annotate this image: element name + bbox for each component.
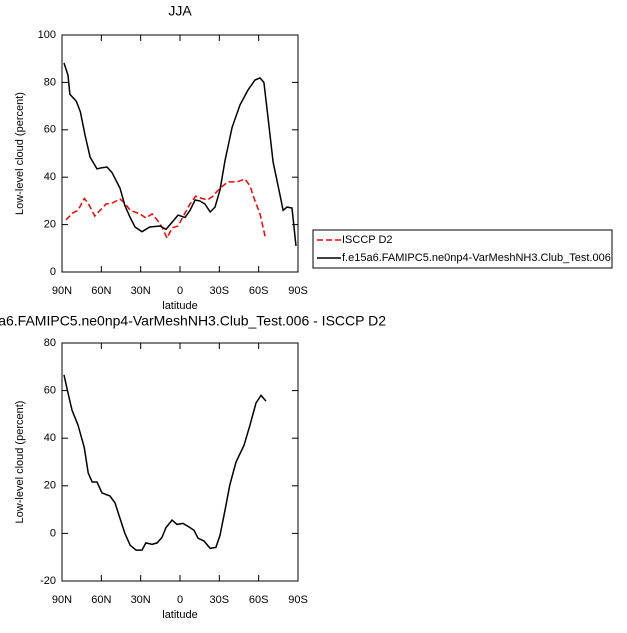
y-tick-label: 80 — [44, 76, 56, 88]
y-tick-label: 100 — [38, 29, 56, 41]
chart-title: a6.FAMIPC5.ne0np4-VarMeshNH3.Club_Test.0… — [0, 313, 386, 329]
x-tick-label: 30N — [131, 594, 151, 606]
y-tick-label: 80 — [44, 337, 56, 349]
y-tick-label: 40 — [44, 171, 56, 183]
x-tick-label: 30S — [210, 285, 230, 297]
data-line — [65, 178, 266, 240]
plot-frame — [61, 34, 299, 273]
x-tick-label: 0 — [177, 594, 183, 606]
x-tick-label: 30N — [131, 285, 151, 297]
x-tick-label: 90S — [288, 285, 308, 297]
x-tick-label: 30S — [210, 594, 230, 606]
x-tick-label: 60S — [249, 594, 269, 606]
x-tick-label: 0 — [177, 285, 183, 297]
legend-box — [312, 229, 613, 269]
x-axis-label: latitude — [162, 300, 197, 312]
y-axis-label: Low-level cloud (percent) — [14, 92, 26, 215]
y-tick-label: 0 — [50, 527, 56, 539]
x-tick-label: 60S — [249, 285, 269, 297]
x-tick-label: 60N — [91, 594, 111, 606]
y-tick-label: -20 — [40, 575, 56, 587]
y-tick-label: 20 — [44, 480, 56, 492]
x-tick-label: 90N — [52, 594, 72, 606]
y-tick-label: 40 — [44, 432, 56, 444]
plot-frame — [61, 342, 299, 582]
y-tick-label: 60 — [44, 124, 56, 136]
x-tick-label: 90N — [52, 285, 72, 297]
legend-label: ISCCP D2 — [342, 234, 393, 246]
y-tick-label: 60 — [44, 385, 56, 397]
y-tick-label: 20 — [44, 219, 56, 231]
y-axis-label: Low-level cloud (percent) — [14, 401, 26, 524]
data-line — [63, 62, 297, 246]
x-tick-label: 90S — [288, 594, 308, 606]
chart-title: JJA — [168, 3, 192, 19]
legend-label: f.e15a6.FAMIPC5.ne0np4-VarMeshNH3.Club_T… — [342, 252, 611, 264]
x-axis-label: latitude — [162, 609, 197, 621]
x-tick-label: 60N — [91, 285, 111, 297]
y-tick-label: 0 — [50, 266, 56, 278]
data-line — [63, 374, 267, 551]
